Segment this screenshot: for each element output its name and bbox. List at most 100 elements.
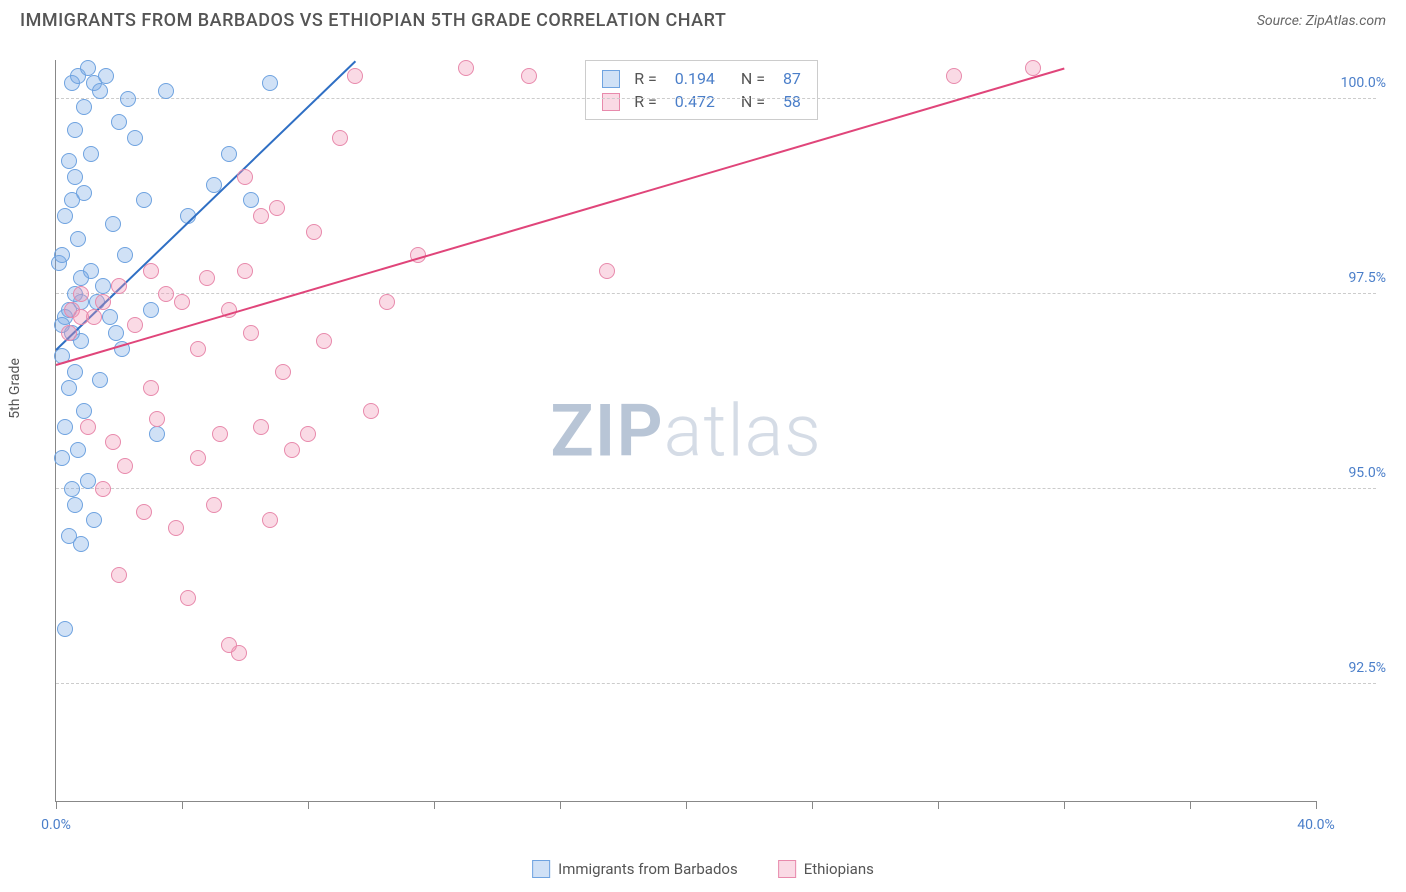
trend-line (56, 68, 1065, 366)
y-tick-label: 92.5% (1348, 660, 1386, 676)
y-axis-label: 5th Grade (7, 358, 23, 419)
x-tick (1064, 801, 1065, 809)
data-point (61, 380, 77, 396)
legend-swatch (602, 70, 620, 88)
chart-title: IMMIGRANTS FROM BARBADOS VS ETHIOPIAN 5T… (20, 10, 726, 31)
data-point (136, 504, 152, 520)
data-point (92, 83, 108, 99)
legend-item: Ethiopians (778, 860, 874, 878)
data-point (117, 247, 133, 263)
data-point (190, 450, 206, 466)
data-point (284, 442, 300, 458)
data-point (158, 286, 174, 302)
data-point (149, 426, 165, 442)
x-tick (1316, 801, 1317, 809)
legend-label: Immigrants from Barbados (558, 860, 738, 878)
x-tick (308, 801, 309, 809)
data-point (243, 325, 259, 341)
data-point (599, 263, 615, 279)
data-point (95, 278, 111, 294)
data-point (332, 130, 348, 146)
data-point (61, 325, 77, 341)
data-point (117, 458, 133, 474)
data-point (269, 200, 285, 216)
data-point (237, 169, 253, 185)
data-point (243, 192, 259, 208)
data-point (316, 333, 332, 349)
data-point (67, 364, 83, 380)
data-point (275, 364, 291, 380)
data-point (379, 294, 395, 310)
data-point (190, 341, 206, 357)
data-point (237, 263, 253, 279)
data-point (946, 68, 962, 84)
x-tick (1190, 801, 1191, 809)
legend-item: Immigrants from Barbados (532, 860, 738, 878)
data-point (105, 434, 121, 450)
gridline (56, 488, 1376, 489)
data-point (143, 380, 159, 396)
data-point (111, 114, 127, 130)
data-point (95, 294, 111, 310)
chart-container: 5th Grade ZIPatlas R = 0.194 N = 87R = 0… (20, 40, 1396, 842)
data-point (83, 146, 99, 162)
data-point (70, 442, 86, 458)
gridline (56, 98, 1376, 99)
legend-stat-row: R = 0.472 N = 58 (602, 90, 801, 113)
data-point (73, 270, 89, 286)
watermark: ZIPatlas (550, 388, 822, 473)
data-point (180, 590, 196, 606)
data-point (67, 497, 83, 513)
x-tick (686, 801, 687, 809)
data-point (212, 426, 228, 442)
data-point (127, 317, 143, 333)
legend-label: Ethiopians (804, 860, 874, 878)
data-point (95, 481, 111, 497)
data-point (221, 146, 237, 162)
data-point (143, 263, 159, 279)
x-tick (560, 801, 561, 809)
data-point (57, 419, 73, 435)
source-attribution: Source: ZipAtlas.com (1257, 13, 1386, 29)
gridline (56, 293, 1376, 294)
data-point (102, 309, 118, 325)
data-point (61, 153, 77, 169)
x-tick-label: 0.0% (41, 817, 71, 833)
data-point (347, 68, 363, 84)
data-point (158, 83, 174, 99)
data-point (54, 450, 70, 466)
data-point (76, 403, 92, 419)
data-point (262, 75, 278, 91)
gridline (56, 683, 1376, 684)
data-point (73, 309, 89, 325)
data-point (67, 169, 83, 185)
series-legend: Immigrants from Barbados Ethiopians (532, 860, 874, 878)
legend-swatch (778, 860, 796, 878)
data-point (168, 520, 184, 536)
data-point (111, 567, 127, 583)
x-tick (938, 801, 939, 809)
data-point (64, 481, 80, 497)
data-point (199, 270, 215, 286)
x-tick (56, 801, 57, 809)
data-point (70, 231, 86, 247)
data-point (521, 68, 537, 84)
data-point (64, 192, 80, 208)
y-tick-label: 97.5% (1348, 270, 1386, 286)
data-point (221, 637, 237, 653)
data-point (73, 286, 89, 302)
data-point (262, 512, 278, 528)
x-tick (182, 801, 183, 809)
data-point (67, 122, 83, 138)
x-tick-label: 40.0% (1297, 817, 1335, 833)
x-tick (812, 801, 813, 809)
data-point (108, 325, 124, 341)
data-point (76, 99, 92, 115)
legend-stat-row: R = 0.194 N = 87 (602, 67, 801, 90)
data-point (306, 224, 322, 240)
data-point (73, 536, 89, 552)
data-point (1025, 60, 1041, 76)
data-point (458, 60, 474, 76)
legend-swatch (532, 860, 550, 878)
data-point (80, 60, 96, 76)
